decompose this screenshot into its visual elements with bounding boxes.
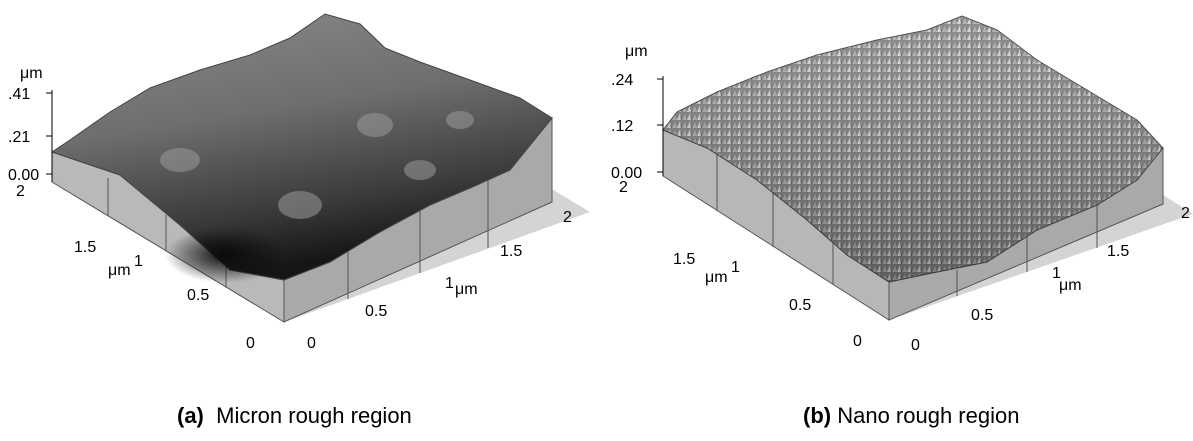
caption-b: (b) Nano rough region — [803, 403, 1019, 429]
y-tick: 0.5 — [789, 297, 811, 314]
y-tick: 1 — [731, 259, 740, 276]
y-tick: 2 — [16, 183, 25, 200]
z-unit-label: μm — [20, 65, 43, 82]
x-tick: 0.5 — [365, 303, 387, 320]
caption-a: (a) Micron rough region — [177, 403, 412, 429]
z-tick: .12 — [611, 118, 633, 135]
caption-text: Micron rough region — [216, 403, 412, 428]
surface-top — [50, 13, 553, 281]
x-tick: 1 — [445, 275, 454, 292]
y-unit-label: μm — [705, 269, 728, 286]
caption-tag: (b) — [803, 403, 832, 428]
x-unit-label: μm — [1059, 277, 1082, 294]
afm-plot-b: μm .24 .12 0.00 2 1.5 μm 1 0.5 0 0 0.5 1… — [611, 15, 1193, 354]
x-tick: 1.5 — [1107, 243, 1129, 260]
z-tick: .41 — [8, 86, 30, 103]
x-unit-label: μm — [455, 281, 478, 298]
y-tick: 0 — [246, 335, 255, 352]
x-tick: 0 — [307, 335, 316, 352]
x-tick: 1 — [1052, 265, 1061, 282]
caption-tag: (a) — [177, 403, 204, 428]
z-unit-label: μm — [625, 43, 648, 60]
x-tick: 0 — [911, 337, 920, 354]
z-tick: .24 — [611, 72, 633, 89]
panel-micron-rough: μm .41 .21 0.00 2 1.5 μm 1 0.5 0 0 0.5 1… — [0, 0, 596, 441]
z-tick: 0.00 — [611, 165, 642, 182]
x-tick: 1.5 — [500, 243, 522, 260]
z-tick: 0.00 — [8, 167, 39, 184]
caption-text: Nano rough region — [837, 403, 1020, 428]
z-tick: .21 — [8, 129, 30, 146]
afm-plot-a: μm .41 .21 0.00 2 1.5 μm 1 0.5 0 0 0.5 1… — [8, 13, 590, 352]
y-tick: 1.5 — [673, 251, 695, 268]
x-tick: 2 — [1181, 205, 1190, 222]
y-tick: 1.5 — [74, 239, 96, 256]
y-unit-label: μm — [108, 262, 131, 279]
y-tick: 1 — [134, 253, 143, 270]
y-tick: 2 — [619, 179, 628, 196]
x-tick: 2 — [563, 209, 572, 226]
panel-nano-rough: μm .24 .12 0.00 2 1.5 μm 1 0.5 0 0 0.5 1… — [597, 0, 1193, 441]
y-tick: 0 — [853, 333, 862, 350]
y-tick: 0.5 — [187, 287, 209, 304]
x-tick: 0.5 — [971, 307, 993, 324]
